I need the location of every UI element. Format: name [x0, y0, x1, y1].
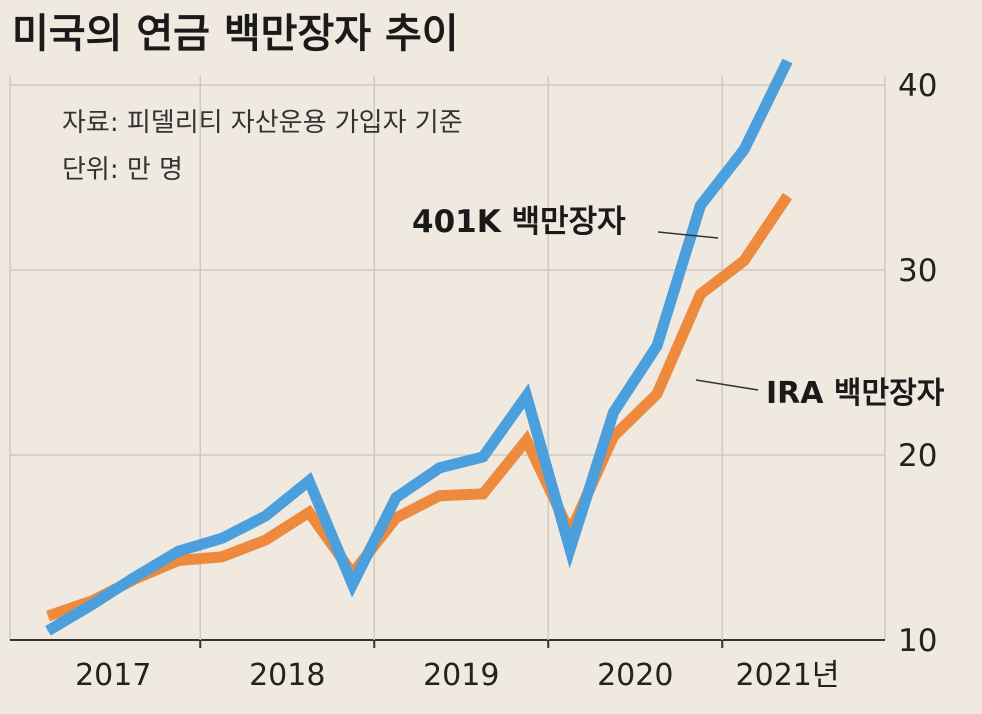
source-note: 자료: 피델리티 자산운용 가입자 기준: [62, 108, 463, 138]
x-tick-label: 2019: [423, 658, 499, 693]
point-401k-11: [526, 395, 527, 397]
y-axis: 10 20 30 40: [898, 68, 937, 659]
point-ira-10: [482, 493, 484, 495]
point-401k-2: [134, 576, 136, 578]
point-ira-8: [395, 517, 397, 519]
point-401k-6: [308, 480, 310, 482]
point-ira-15: [700, 293, 701, 295]
point-401k-0: [47, 630, 49, 632]
y-tick-label: 10: [898, 623, 937, 659]
point-401k-8: [395, 497, 397, 499]
point-401k-7: [352, 584, 353, 585]
series-line-401k: [45, 58, 793, 636]
leader-line-401k: [657, 231, 719, 239]
point-401k-12: [569, 548, 571, 550]
point-ira-3: [178, 559, 179, 561]
x-axis: 2017 2018 2019 2020 2021년: [75, 658, 839, 693]
point-401k-14: [656, 345, 658, 347]
point-ira-9: [439, 495, 440, 497]
point-401k-9: [439, 467, 440, 469]
grid: [9, 76, 886, 648]
x-tick-label: 2017: [75, 658, 151, 693]
point-401k-3: [178, 550, 179, 552]
point-ira-17: [787, 195, 788, 197]
point-ira-6: [308, 511, 310, 513]
point-ira-11: [526, 439, 527, 441]
point-ira-4: [221, 556, 223, 558]
point-401k-10: [482, 456, 484, 458]
point-ira-0: [47, 615, 49, 617]
x-tick-label: 2018: [249, 658, 325, 693]
x-tick-label: 2021년: [736, 658, 840, 693]
point-ira-5: [265, 539, 266, 541]
series-label-401k: 401K 백만장자: [412, 204, 626, 240]
leader-line-ira: [695, 379, 759, 391]
point-401k-4: [221, 537, 223, 539]
point-ira-14: [656, 393, 658, 395]
point-401k-15: [700, 204, 701, 206]
y-tick-label: 30: [898, 253, 937, 289]
x-tick-label: 2020: [597, 658, 673, 693]
unit-note: 단위: 만 명: [62, 155, 183, 185]
point-401k-5: [265, 515, 266, 517]
y-tick-label: 40: [898, 68, 937, 104]
point-401k-17: [787, 60, 788, 62]
point-401k-16: [743, 149, 745, 151]
chart-title: 미국의 연금 백만장자 추이: [12, 11, 459, 57]
y-tick-label: 20: [898, 438, 937, 474]
series-layer: [45, 58, 793, 636]
point-ira-16: [743, 260, 745, 262]
point-401k-1: [91, 604, 92, 606]
series-label-ira: IRA 백만장자: [766, 376, 945, 411]
point-401k-13: [613, 411, 614, 413]
point-ira-13: [613, 436, 614, 437]
series-line-ira: [46, 192, 793, 622]
